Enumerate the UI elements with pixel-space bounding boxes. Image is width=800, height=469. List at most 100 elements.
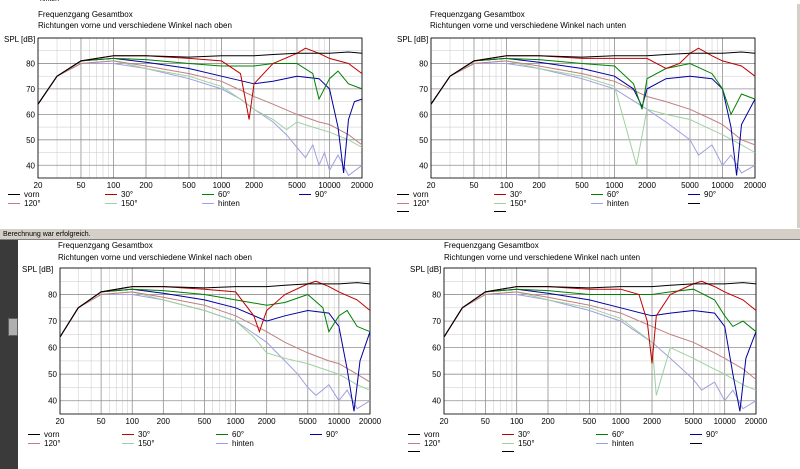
legend-item: 60°	[596, 430, 624, 439]
x-tick-label: 500	[182, 181, 196, 190]
legend-swatch	[408, 451, 420, 453]
chart-plot-bottom-left: 40 50 60 70 80 20 50 100 200 500 1000 2000 5000 10000…	[48, 267, 382, 426]
y-axis-label: SPL [dB]	[4, 35, 36, 44]
panel-bottom-left: Frequenzgang Gesamtbox Richtungen vorne …	[18, 240, 398, 469]
legend-item: 30°	[502, 430, 530, 439]
legend-swatch	[397, 202, 409, 204]
y-axis-label: SPL [dB]	[410, 265, 442, 274]
legend-swatch	[494, 202, 506, 204]
legend-label: vorn	[24, 190, 40, 199]
x-tick-label: 100	[510, 417, 524, 426]
panel-top-left: Frequenzgang Gesamtbox Richtungen vorne …	[0, 0, 395, 228]
chart-subtitle: Richtungen vorne und verschiedene Winkel…	[430, 21, 627, 30]
series-line-120	[59, 291, 371, 383]
x-tick-label: 2000	[638, 181, 656, 190]
legend-label: 60°	[218, 190, 231, 199]
legend-label: vorn	[413, 190, 429, 199]
legend-label: 120°	[44, 438, 61, 448]
y-tick-label: 50	[48, 370, 57, 379]
legend-label: 150°	[510, 198, 527, 208]
x-tick-label: 1000	[612, 417, 630, 426]
legend-item: 30°	[105, 190, 133, 199]
y-tick-label: 60	[26, 110, 35, 119]
legend-label: 60°	[232, 430, 245, 439]
y-tick-label: 80	[26, 59, 35, 68]
legend-swatch	[122, 434, 134, 436]
legend-item: 60°	[216, 430, 244, 439]
x-tick-label: 50	[481, 417, 490, 426]
chart-subtitle: Richtungen vorne und verschiedene Winkel…	[58, 253, 252, 262]
series-line-vorn	[59, 282, 371, 338]
legend-swatch	[105, 194, 117, 196]
series-line-hinten	[443, 294, 757, 410]
x-tick-label: 100	[126, 417, 140, 426]
y-tick-label: 70	[432, 317, 441, 326]
legend-label: 120°	[24, 198, 41, 208]
y-axis-label: SPL [dB]	[397, 35, 429, 44]
legend-swatch	[688, 194, 700, 196]
legend-item: 120°	[8, 199, 41, 208]
top-sliver-text: hinten	[40, 0, 59, 3]
x-tick-label: 5000	[684, 417, 702, 426]
legend-label: hinten	[607, 198, 629, 208]
plot-frame	[430, 37, 756, 179]
y-tick-label: 80	[48, 291, 57, 300]
series-line-60	[443, 288, 757, 338]
x-tick-label: 5000	[681, 181, 699, 190]
legend-swatch	[502, 451, 514, 453]
legend-item	[688, 199, 704, 208]
status-text: Berechnung war erfolgreich.	[3, 231, 91, 238]
legend-label: 60°	[612, 430, 625, 439]
bottom-window: Frequenzgang Gesamtbox Richtungen vorne …	[18, 240, 800, 469]
panel-bottom-right: Frequenzgang Gesamtbox Richtungen vorne …	[398, 240, 800, 469]
left-window-edge	[0, 240, 18, 469]
legend-item: 150°	[122, 439, 155, 448]
legend-swatch	[28, 442, 40, 444]
plot-frame	[59, 267, 371, 415]
legend-item: 150°	[502, 439, 535, 448]
series-line-vorn	[430, 51, 756, 105]
series-line-hinten	[37, 63, 363, 177]
legend-swatch	[502, 442, 514, 444]
legend-swatch	[596, 434, 608, 436]
x-tick-label: 500	[198, 417, 212, 426]
series-line-120	[37, 60, 363, 146]
x-tick-label: 500	[575, 181, 589, 190]
series-group	[37, 47, 363, 177]
legend-label: hinten	[218, 198, 240, 208]
x-tick-label: 50	[77, 181, 86, 190]
series-group	[443, 280, 757, 412]
legend-label: 30°	[138, 430, 151, 439]
legend-item: 90°	[299, 190, 327, 199]
legend-item: 120°	[408, 439, 441, 448]
legend-item: 90°	[690, 430, 718, 439]
x-tick-label: 10000	[318, 181, 341, 190]
legend-swatch	[299, 194, 311, 196]
legend-item: 30°	[122, 430, 150, 439]
legend-swatch	[28, 434, 40, 436]
legend-label: 60°	[607, 190, 620, 199]
legend-swatch	[408, 434, 420, 436]
legend-item: vorn	[8, 190, 40, 199]
legend-item: 120°	[397, 199, 430, 208]
legend-item: 90°	[688, 190, 716, 199]
legend-item	[690, 439, 706, 448]
x-tick-label: 1000	[213, 181, 231, 190]
y-tick-label: 60	[432, 344, 441, 353]
legend-item: vorn	[397, 190, 429, 199]
x-tick-label: 2000	[643, 417, 661, 426]
legend-item: hinten	[216, 439, 254, 448]
legend-label: vorn	[44, 430, 60, 439]
legend-swatch	[202, 202, 214, 204]
x-tick-label: 20	[34, 181, 43, 190]
series-group	[430, 47, 756, 176]
legend-swatch	[216, 434, 228, 436]
chart-title: Frequenzgang Gesamtbox	[58, 241, 153, 250]
y-tick-label: 40	[432, 397, 441, 406]
x-tick-label: 5000	[288, 181, 306, 190]
panel-top-right: Frequenzgang Gesamtbox Richtungen vorne …	[395, 0, 800, 228]
y-tick-label: 50	[432, 370, 441, 379]
legend-item: 150°	[494, 199, 527, 208]
chart-title: Frequenzgang Gesamtbox	[444, 241, 539, 250]
splitter-handle[interactable]	[8, 318, 18, 336]
